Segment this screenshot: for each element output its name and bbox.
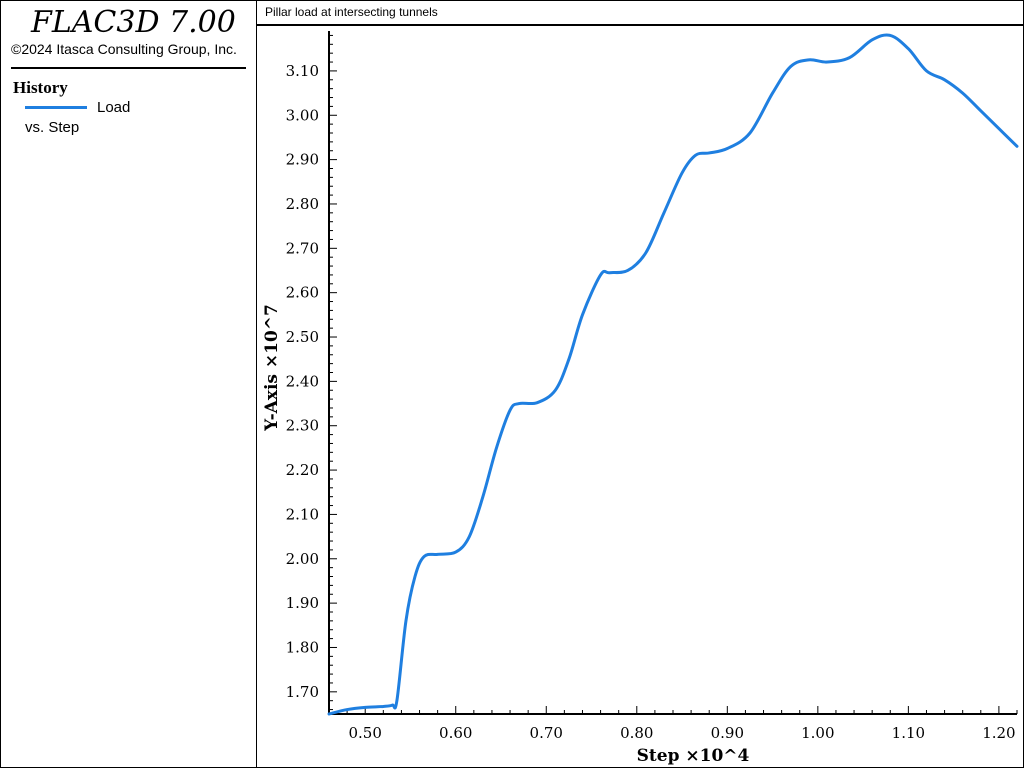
legend-panel: FLAC3D 7.00 ©2024 Itasca Consulting Grou… (0, 0, 257, 768)
y-tick-label: 2.20 (286, 461, 319, 479)
y-tick-label: 2.00 (286, 550, 319, 568)
plot-title: Pillar load at intersecting tunnels (265, 5, 438, 19)
copyright-text: ©2024 Itasca Consulting Group, Inc. (11, 41, 237, 57)
x-tick-label: 1.20 (982, 724, 1015, 742)
y-tick-label: 3.10 (286, 62, 319, 80)
y-tick-label: 2.80 (286, 195, 319, 213)
legend-swatch-load (25, 106, 87, 109)
x-axis-label: Step ×10^4 (637, 746, 750, 766)
x-tick-label: 1.10 (892, 724, 925, 742)
y-tick-label: 2.60 (286, 284, 319, 302)
y-axis-label: Y-Axis ×10^7 (262, 304, 282, 432)
legend-series-label: Load (97, 99, 131, 116)
x-tick-label: 0.80 (620, 724, 653, 742)
y-tick-label: 2.30 (286, 417, 319, 435)
y-tick-label: 1.70 (286, 683, 319, 701)
y-tick-label: 2.40 (286, 372, 319, 390)
y-tick-label: 2.70 (286, 239, 319, 257)
y-tick-label: 1.90 (286, 594, 319, 612)
chart: 1.70 1.80 1.90 2.00 2.10 2.20 2.30 2.40 2.50 2.60… (262, 31, 1019, 766)
legend-divider (11, 67, 246, 69)
y-tick-label: 2.50 (286, 328, 319, 346)
legend-vs-label: vs. Step (25, 119, 80, 136)
x-tick-label: 1.00 (801, 724, 834, 742)
app-title: FLAC3D 7.00 (31, 5, 236, 40)
y-tick-label: 1.80 (286, 638, 319, 656)
x-tick-label: 0.50 (349, 724, 382, 742)
y-tick-label: 2.90 (286, 151, 319, 169)
title-divider (257, 24, 1023, 26)
y-tick-label: 2.10 (286, 505, 319, 523)
x-tick-label: 0.70 (530, 724, 563, 742)
y-tick-label: 3.00 (286, 106, 319, 124)
x-tick-label: 0.60 (439, 724, 472, 742)
x-tick-label: 0.90 (711, 724, 744, 742)
legend-heading: History (13, 78, 68, 97)
plot-panel: Pillar load at intersecting tunnels 1.70… (256, 0, 1024, 768)
series-line-load (327, 33, 1019, 716)
